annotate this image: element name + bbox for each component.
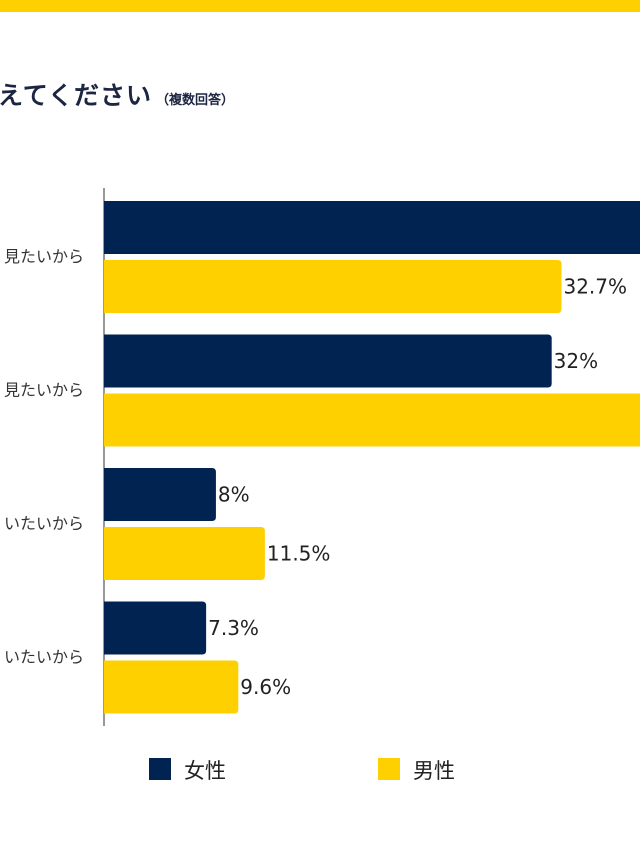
chart-title-note: （複数回答）	[156, 93, 235, 108]
data-label: 32.7%	[563, 275, 627, 299]
category-label: 見たいから	[4, 381, 84, 400]
legend-label: 男性	[413, 759, 455, 783]
chart-title-main: えてください	[0, 81, 153, 110]
bar-female	[104, 201, 640, 254]
bar-male	[104, 393, 640, 447]
bar-male	[104, 260, 562, 313]
category-label: いたいから	[4, 648, 84, 667]
bar-female	[104, 334, 552, 388]
category-label: いたいから	[4, 514, 84, 533]
bar-female	[104, 601, 207, 655]
legend-swatch-female	[149, 758, 171, 780]
bar-male	[104, 527, 265, 580]
data-label: 11.5%	[267, 542, 331, 566]
chart-title: えてください （複数回答）	[0, 76, 234, 112]
bar-female	[104, 468, 216, 521]
data-label: 7.3%	[208, 616, 259, 640]
legend-swatch-male	[378, 758, 400, 780]
data-label: 8%	[218, 483, 250, 507]
top-accent-band	[0, 0, 640, 12]
bar-male	[104, 660, 239, 714]
data-label: 32%	[554, 349, 598, 373]
legend-label: 女性	[184, 759, 226, 783]
category-label: 見たいから	[4, 247, 84, 266]
data-label: 9.6%	[240, 675, 291, 699]
